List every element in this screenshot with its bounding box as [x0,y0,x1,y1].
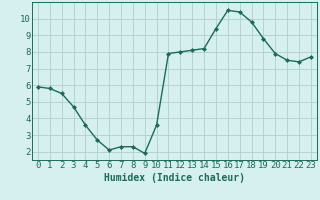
X-axis label: Humidex (Indice chaleur): Humidex (Indice chaleur) [104,173,245,183]
